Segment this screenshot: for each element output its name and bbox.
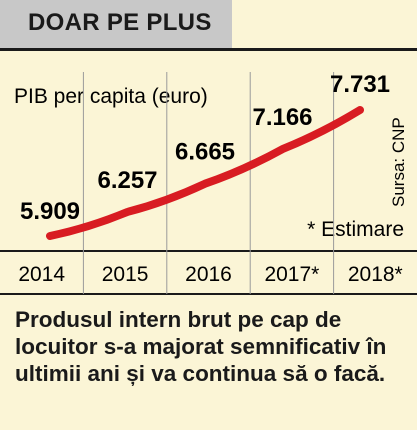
- x-tick-labels: 2014 2015 2016 2017* 2018*: [18, 263, 402, 286]
- value-label: 6.257: [97, 167, 157, 194]
- value-label: 6.665: [175, 139, 235, 166]
- y-axis-label: PIB per capita (euro): [14, 85, 208, 108]
- gdp-line-chart: PIB per capita (euro) Sursa: CNP * Estim…: [0, 71, 417, 295]
- x-tick-label: 2017*: [264, 263, 319, 286]
- column-dividers: [82, 72, 335, 294]
- value-labels: 5.909 6.257 6.665 7.166 7.731: [20, 71, 390, 225]
- header-rule: [0, 48, 417, 51]
- value-label: 5.909: [20, 198, 80, 225]
- caption: Produsul intern brut pe cap de locuitor …: [15, 307, 387, 386]
- source-label: Sursa: CNP: [389, 117, 408, 207]
- header-title: DOAR PE PLUS: [28, 9, 212, 36]
- series-group: [46, 106, 364, 240]
- x-tick-label: 2015: [102, 263, 149, 286]
- x-tick-label: 2018*: [348, 263, 403, 286]
- header-tab: [0, 0, 232, 48]
- gdp-series-line: [46, 106, 364, 240]
- estimate-note: * Estimare: [307, 218, 404, 241]
- header: DOAR PE PLUS: [0, 0, 417, 52]
- value-label: 7.166: [252, 104, 312, 131]
- x-tick-label: 2016: [185, 263, 232, 286]
- x-tick-label: 2014: [18, 263, 65, 286]
- value-label: 7.731: [330, 71, 390, 98]
